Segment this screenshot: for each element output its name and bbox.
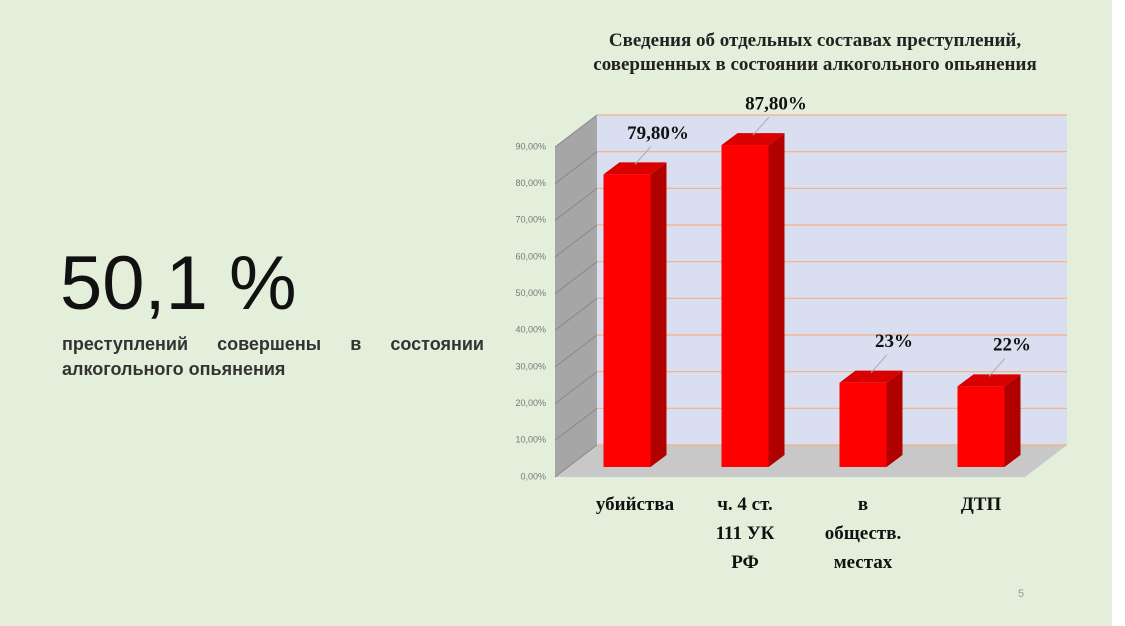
grid-line — [554, 187, 598, 221]
bar — [957, 386, 1005, 467]
y-tick-label: 50,00% — [515, 288, 546, 298]
chart-title: совершенных в состоянии алкогольного опь… — [593, 54, 1037, 75]
leader-line — [870, 354, 888, 373]
grid-line — [554, 444, 598, 478]
bar-top — [721, 133, 785, 146]
grid-line — [554, 224, 598, 258]
y-tick-label: 40,00% — [515, 325, 546, 335]
leader-line — [752, 116, 770, 136]
chart-title: Сведения об отдельных составах преступле… — [608, 30, 1022, 51]
grid-line — [554, 407, 598, 441]
y-tick-label: 90,00% — [515, 141, 546, 151]
side-wall — [555, 115, 597, 477]
grid-line — [554, 334, 598, 368]
grid-line — [554, 151, 598, 185]
y-tick-label: 80,00% — [515, 178, 546, 188]
bar — [603, 174, 651, 467]
bar-top — [603, 162, 667, 175]
bar-top — [957, 374, 1021, 387]
bar-side — [886, 370, 903, 467]
y-tick-label: 70,00% — [515, 215, 546, 225]
value-label: 23% — [875, 331, 913, 352]
y-tick-label: 60,00% — [515, 251, 546, 261]
x-tick-label: в обществ. местах — [824, 494, 902, 573]
description: преступлений совершены в состоянии алког… — [62, 334, 484, 379]
grid-line — [554, 371, 598, 405]
bar-side — [650, 162, 667, 467]
bar-top — [839, 370, 903, 383]
x-tick-label: ч. 4 ст. 111 УК РФ — [715, 494, 775, 573]
y-tick-label: 0,00% — [520, 471, 546, 481]
grid-line — [554, 297, 598, 331]
value-label: 87,80% — [745, 93, 807, 114]
x-tick-label: ДТП — [960, 494, 1002, 515]
x-tick-label: убийства — [595, 494, 675, 515]
floor — [555, 445, 1067, 477]
bar — [721, 145, 769, 468]
bar — [839, 382, 887, 467]
value-label: 79,80% — [627, 123, 689, 144]
y-tick-label: 30,00% — [515, 361, 546, 371]
leader-line — [634, 146, 652, 165]
bar-side — [1004, 374, 1021, 467]
leader-line — [988, 358, 1006, 377]
value-label: 22% — [993, 335, 1031, 356]
y-tick-label: 20,00% — [515, 398, 546, 408]
y-tick-label: 10,00% — [515, 435, 546, 445]
grid-line — [554, 261, 598, 295]
grid-line — [554, 114, 598, 148]
back-wall — [597, 115, 1067, 445]
bar-side — [768, 133, 785, 468]
headline: 50,1 % — [60, 241, 297, 326]
page-number: 5 — [1018, 588, 1025, 600]
